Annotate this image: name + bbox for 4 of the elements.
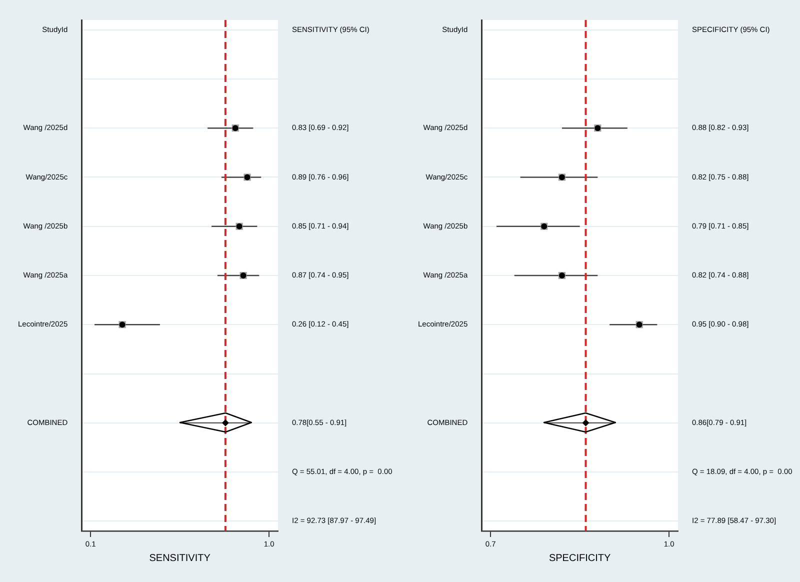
point <box>582 419 590 426</box>
x-axis-title: SPECIFICITY <box>548 552 611 564</box>
x-axis-title: SENSITIVITY <box>149 552 211 564</box>
point <box>222 419 229 426</box>
